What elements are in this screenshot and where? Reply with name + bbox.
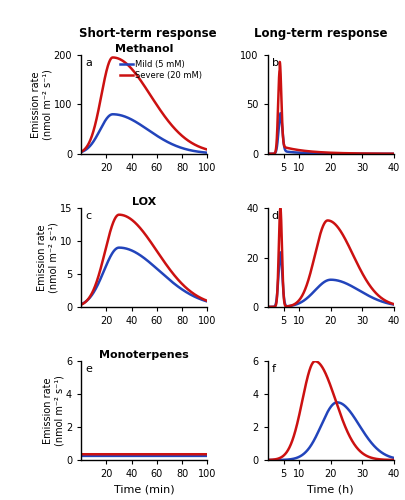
Y-axis label: Emission rate
(nmol m⁻² s⁻¹): Emission rate (nmol m⁻² s⁻¹): [37, 222, 58, 293]
Y-axis label: Emission rate
(nmol m⁻² s⁻¹): Emission rate (nmol m⁻² s⁻¹): [31, 69, 52, 140]
Text: d: d: [271, 211, 278, 221]
X-axis label: Time (h): Time (h): [307, 484, 353, 494]
X-axis label: Time (min): Time (min): [114, 484, 174, 494]
Title: Monoterpenes: Monoterpenes: [99, 350, 189, 360]
Text: a: a: [85, 58, 92, 68]
Text: Long-term response: Long-term response: [254, 28, 386, 40]
Text: f: f: [271, 364, 275, 374]
Text: b: b: [271, 58, 278, 68]
Text: Short-term response: Short-term response: [79, 28, 216, 40]
Text: e: e: [85, 364, 92, 374]
Y-axis label: Emission rate
(nmol m⁻² s⁻¹): Emission rate (nmol m⁻² s⁻¹): [43, 375, 64, 446]
Title: LOX: LOX: [132, 198, 156, 207]
Text: c: c: [85, 211, 91, 221]
Legend: Mild (5 mM), Severe (20 mM): Mild (5 mM), Severe (20 mM): [119, 59, 202, 80]
Title: Methanol: Methanol: [115, 44, 173, 54]
